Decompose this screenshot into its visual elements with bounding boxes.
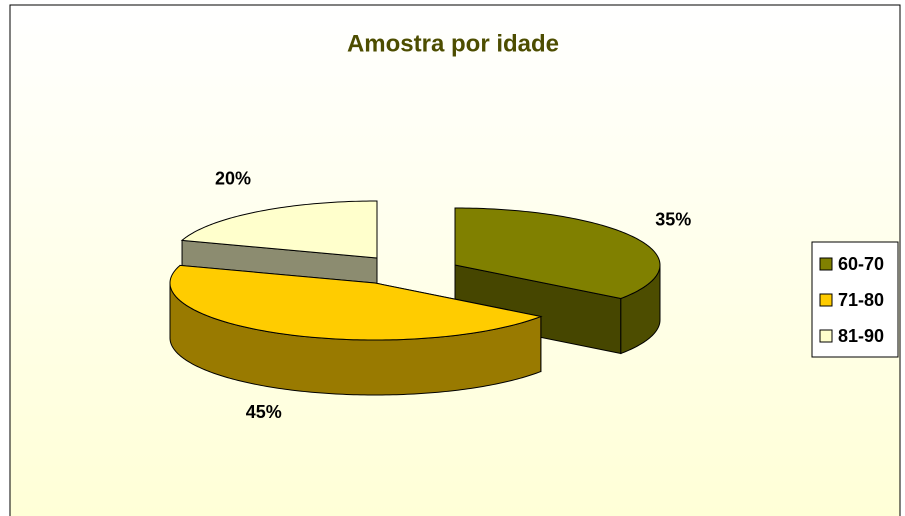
- legend-swatch: [819, 329, 833, 343]
- chart-title: Amostra por idade: [347, 30, 559, 57]
- pie: 20% 35% 45%: [169, 168, 691, 422]
- slice: [454, 207, 661, 300]
- data-label: 35%: [655, 210, 691, 230]
- legend-label: 71-80: [838, 290, 884, 310]
- data-label: 45%: [246, 402, 282, 422]
- legend-swatch: [819, 293, 833, 307]
- legend-label: 81-90: [838, 326, 884, 346]
- slice: [169, 264, 543, 341]
- data-label: 20%: [215, 168, 251, 188]
- legend-swatch: [819, 257, 833, 271]
- legend-label: 60-70: [838, 254, 884, 274]
- legend: 60-70 71-80 81-90: [811, 241, 899, 358]
- slice: [180, 200, 378, 259]
